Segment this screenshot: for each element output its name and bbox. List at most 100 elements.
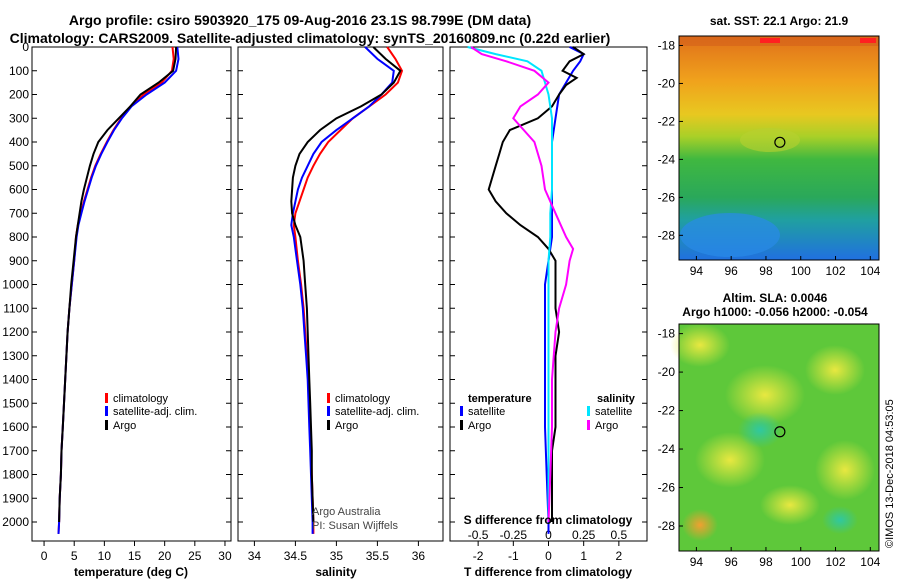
x-tick-label: 35.5 (366, 549, 390, 563)
series-salinity-argo (470, 46, 575, 523)
x-tick-label: 34.5 (284, 549, 308, 563)
depth-tick-label: 700 (9, 206, 29, 220)
legend-swatch-t-satellite (460, 406, 463, 416)
credit-line2: PI: Susan Wijffels (312, 520, 398, 532)
depth-tick-label: 1800 (2, 468, 29, 482)
legend-swatch-satellite-adj (327, 406, 330, 416)
lon-tick-label: 104 (860, 555, 880, 569)
lon-tick-label: 102 (826, 555, 846, 569)
sla-map-frame (678, 323, 880, 552)
lat-tick-label: -26 (658, 190, 676, 204)
credit-line1: Argo Australia (312, 506, 381, 518)
legend-heading-salinity: salinity (597, 393, 636, 405)
sst-map-panel: sat. SST: 22.1 Argo: 21.9 94 96 98 100 102 10… (658, 14, 881, 278)
sla-anomaly-blob (695, 432, 765, 488)
lon-tick-label: 100 (791, 555, 811, 569)
sla-field-texture (670, 323, 875, 541)
legend-swatch-climatology (327, 393, 330, 403)
sst-map-frame (678, 35, 880, 261)
lon-tick-label: 94 (690, 264, 704, 278)
lon-tick-label: 98 (759, 555, 773, 569)
x-tick-label: 1 (580, 549, 587, 563)
sst-hot-spot (860, 38, 876, 43)
legend-swatch-argo (327, 420, 330, 430)
sst-map-title: sat. SST: 22.1 Argo: 21.9 (710, 14, 849, 28)
temperature-xlabel: temperature (deg C) (74, 565, 188, 579)
x-tick-label: 34 (248, 549, 262, 563)
lon-tick-label: 102 (826, 264, 846, 278)
x-tick-label: 36 (412, 549, 426, 563)
lat-tick-label: -20 (658, 76, 676, 90)
temperature-series (57, 46, 180, 534)
depth-tick-label: 800 (9, 230, 29, 244)
sst-cool-patch (680, 213, 780, 257)
depth-tick-label: 1100 (3, 301, 29, 315)
sst-patch (740, 128, 800, 152)
legend-heading-temperature: temperature (468, 393, 532, 405)
sla-anomaly-blob (725, 365, 805, 425)
figure-title-line2: Climatology: CARS2009. Satellite-adjuste… (10, 30, 611, 46)
lat-tick-label: -28 (658, 519, 676, 533)
x-tick-label: 25 (188, 549, 202, 563)
temperature-legend: climatology satellite-adj. clim. Argo (105, 393, 197, 432)
legend-label-t-argo: Argo (468, 420, 491, 432)
series-salinity-satellite (467, 46, 553, 522)
lon-tick-label: 104 (860, 264, 880, 278)
lon-tick-label: 100 (791, 264, 811, 278)
lon-tick-label: 94 (690, 555, 704, 569)
lon-tick-label: 98 (759, 264, 773, 278)
legend-label-s-satellite: satellite (595, 406, 632, 418)
x-tick-label: -1 (508, 549, 519, 563)
legend-label-argo: Argo (335, 420, 358, 432)
depth-tick-label: 1200 (2, 325, 29, 339)
depth-tick-label: 300 (9, 111, 29, 125)
depth-tick-label: 200 (9, 88, 29, 102)
t-difference-xlabel: T difference from climatology (464, 565, 632, 579)
salinity-series (290, 46, 404, 534)
legend-swatch-argo (105, 420, 108, 430)
x-tick-label: 5 (71, 549, 78, 563)
legend-swatch-satellite-adj (105, 406, 108, 416)
lon-tick-label: 96 (724, 555, 738, 569)
sst-hot-spot (760, 38, 780, 43)
x-tick-label: 35 (330, 549, 344, 563)
lat-tick-label: -18 (658, 38, 676, 52)
legend-label-t-satellite: satellite (468, 406, 505, 418)
depth-tick-label: 400 (9, 135, 29, 149)
x-tick-label: 0 (41, 549, 48, 563)
argo-float-marker (774, 426, 786, 438)
difference-legend-temperature: temperature satellite Argo (460, 393, 532, 432)
difference-legend-salinity: salinity satellite Argo (587, 393, 636, 432)
x-tick-label: 20 (158, 549, 172, 563)
s-tick-label: 0 (545, 528, 552, 542)
imos-watermark: ©IMOS 13-Dec-2018 04:53:05 (884, 399, 896, 548)
depth-tick-label: 1900 (2, 491, 29, 505)
depth-tick-label: 1700 (2, 444, 29, 458)
series-temperature-argo (487, 46, 586, 522)
sst-map-axes: 94 96 98 100 102 104 -18 -20 -22 -24 -26 -28 (658, 38, 881, 278)
salinity-plot-frame (237, 46, 444, 542)
s-difference-axis: -0.5 -0.25 0 0.25 0.5 (468, 528, 628, 542)
depth-axis: 0 100 200 300 400 500 600 700 800 900 1000 1100 1200… (2, 40, 647, 529)
lat-tick-label: -18 (658, 327, 676, 341)
temperature-axis: 0 5 10 15 20 25 30 (41, 541, 232, 563)
x-tick-label: 15 (128, 549, 142, 563)
salinity-axis: 34 34.5 35 35.5 36 (248, 541, 426, 563)
lat-tick-label: -20 (658, 365, 676, 379)
sla-anomaly-blob (805, 345, 865, 395)
x-tick-label: 0 (545, 549, 552, 563)
lat-tick-label: -26 (658, 481, 676, 495)
difference-series (467, 46, 586, 534)
x-tick-label: -2 (473, 549, 484, 563)
sla-anomaly-blob (815, 440, 875, 500)
lon-tick-label: 96 (724, 264, 738, 278)
figure-title-line1: Argo profile: csiro 5903920_175 09-Aug-2… (69, 12, 531, 28)
sla-map-axes: 94 96 98 100 102 104 -18 -20 -22 -24 -26 -28 (658, 327, 881, 569)
depth-tick-label: 2000 (2, 515, 29, 529)
sst-field-texture (679, 36, 879, 257)
argo-float-marker (774, 136, 786, 148)
sla-anomaly-blob (822, 506, 858, 534)
legend-label-satellite-adj: satellite-adj. clim. (113, 406, 197, 418)
x-tick-label: 10 (98, 549, 112, 563)
